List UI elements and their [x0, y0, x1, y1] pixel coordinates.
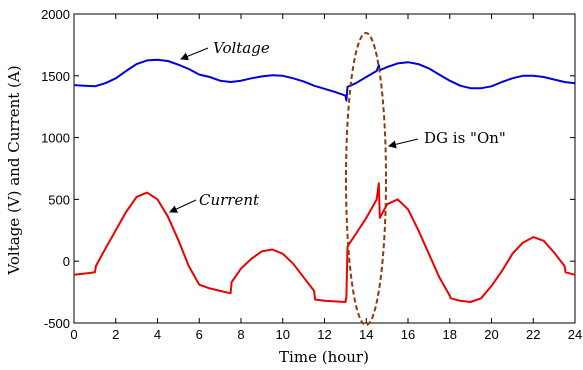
x-tick-label: 24: [568, 327, 582, 342]
x-tick-label: 20: [484, 327, 498, 342]
x-tick-label: 14: [359, 327, 373, 342]
x-tick-label: 22: [526, 327, 540, 342]
y-tick-label: 500: [48, 192, 70, 207]
dg-on-annotation-label: DG is "On": [424, 129, 506, 147]
y-tick-label: 2000: [41, 7, 70, 22]
x-axis: 0 2 4 6 8 10 12 14 16 18 20 22 24: [70, 14, 582, 342]
plot-area: [73, 13, 576, 324]
x-tick-label: 18: [443, 327, 457, 342]
voltage-annotation-arrow: [180, 47, 209, 61]
voltage-annotation-label: Voltage: [213, 39, 270, 57]
x-tick-label: 4: [154, 327, 161, 342]
series-layer: [73, 58, 576, 303]
x-tick-label: 10: [276, 327, 290, 342]
x-tick-label: 2: [112, 327, 119, 342]
dg-annotation-arrow: [388, 138, 419, 149]
y-tick-label: -500: [44, 316, 70, 331]
y-tick-label: 1000: [41, 131, 70, 146]
x-axis-title: Time (hour): [279, 348, 369, 366]
voltage-series-line: [73, 58, 576, 102]
x-tick-label: 6: [196, 327, 203, 342]
x-tick-label: 8: [237, 327, 244, 342]
dg-on-ellipse: [345, 32, 387, 326]
y-tick-label: 1500: [41, 69, 70, 84]
x-tick-label: 12: [317, 327, 331, 342]
y-axis: -500 0 500 1000 1500 2000: [41, 7, 575, 331]
x-tick-label: 16: [401, 327, 415, 342]
current-series-line: [73, 182, 576, 303]
x-tick-label: 0: [70, 327, 77, 342]
current-annotation-arrow: [169, 199, 197, 213]
y-axis-title: Voltage (V) and Current (A): [5, 65, 23, 275]
current-annotation-label: Current: [199, 191, 260, 209]
y-tick-label: 0: [63, 254, 70, 269]
